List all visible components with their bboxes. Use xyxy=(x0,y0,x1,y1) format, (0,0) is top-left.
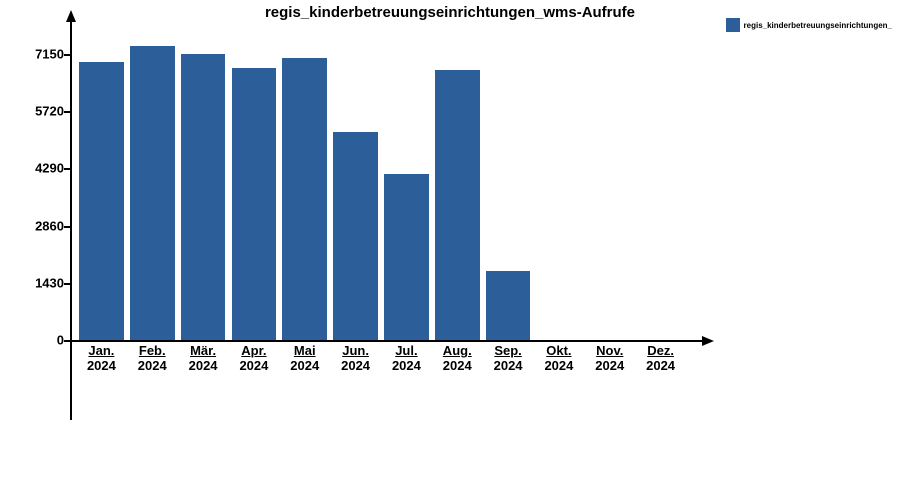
legend: regis_kinderbetreuungseinrichtungen_ xyxy=(726,18,892,32)
ytick-mark xyxy=(64,226,70,228)
y-axis xyxy=(70,20,72,420)
xtick-label: Sep.2024 xyxy=(494,344,523,374)
ytick-label: 1430 xyxy=(35,275,64,290)
bar xyxy=(486,271,531,340)
bar xyxy=(79,62,124,340)
ytick-label: 4290 xyxy=(35,161,64,176)
bar xyxy=(333,132,378,340)
xtick-label: Apr.2024 xyxy=(239,344,268,374)
ytick-label: 7150 xyxy=(35,47,64,62)
bar xyxy=(181,54,226,340)
x-axis-arrow xyxy=(702,336,714,346)
legend-label: regis_kinderbetreuungseinrichtungen_ xyxy=(744,21,892,30)
ytick-label: 2860 xyxy=(35,218,64,233)
xtick-label: Jan.2024 xyxy=(87,344,116,374)
bar xyxy=(232,68,277,340)
x-axis xyxy=(64,340,704,342)
xtick-label: Mai2024 xyxy=(290,344,319,374)
ytick-label: 0 xyxy=(57,333,64,348)
bar xyxy=(435,70,480,340)
xtick-label: Jun.2024 xyxy=(341,344,370,374)
xtick-label: Nov.2024 xyxy=(595,344,624,374)
ytick-mark xyxy=(64,283,70,285)
bar xyxy=(282,58,327,340)
xtick-label: Dez.2024 xyxy=(646,344,675,374)
legend-swatch xyxy=(726,18,740,32)
bar xyxy=(130,46,175,340)
bar xyxy=(384,174,429,340)
plot-area: 014302860429057207150Jan.2024Feb.2024Mär… xyxy=(70,20,690,420)
xtick-label: Feb.2024 xyxy=(138,344,167,374)
ytick-label: 5720 xyxy=(35,104,64,119)
xtick-label: Jul.2024 xyxy=(392,344,421,374)
y-axis-arrow xyxy=(66,10,76,22)
xtick-label: Mär.2024 xyxy=(189,344,218,374)
chart-root: regis_kinderbetreuungseinrichtungen_wms-… xyxy=(0,0,900,500)
ytick-mark xyxy=(64,168,70,170)
ytick-mark xyxy=(64,111,70,113)
xtick-label: Okt.2024 xyxy=(544,344,573,374)
xtick-label: Aug.2024 xyxy=(443,344,472,374)
ytick-mark xyxy=(64,340,70,342)
ytick-mark xyxy=(64,54,70,56)
